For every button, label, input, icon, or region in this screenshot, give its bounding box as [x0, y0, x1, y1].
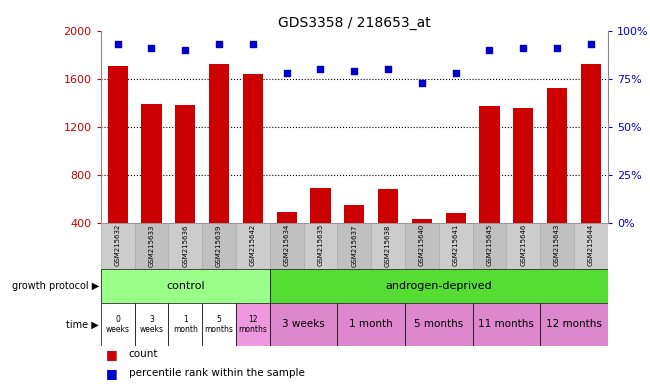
Bar — [473, 223, 506, 269]
Bar — [236, 303, 270, 346]
Text: GSM215632: GSM215632 — [114, 224, 121, 266]
Bar — [445, 213, 466, 271]
Bar — [337, 303, 405, 346]
Bar — [270, 223, 304, 269]
Text: androgen-deprived: androgen-deprived — [385, 281, 492, 291]
Bar — [479, 106, 500, 271]
Text: 12 months: 12 months — [546, 319, 602, 329]
Text: GSM215643: GSM215643 — [554, 224, 560, 266]
Point — [248, 41, 258, 47]
Bar — [270, 269, 608, 303]
Bar — [168, 303, 202, 346]
Point — [214, 41, 224, 47]
Text: GSM215636: GSM215636 — [182, 224, 188, 266]
Text: 12
months: 12 months — [239, 315, 267, 334]
Bar — [378, 189, 398, 271]
Bar — [540, 223, 574, 269]
Text: GSM215646: GSM215646 — [520, 224, 526, 266]
Text: 11 months: 11 months — [478, 319, 534, 329]
Point — [180, 47, 190, 53]
Text: percentile rank within the sample: percentile rank within the sample — [129, 368, 304, 378]
Text: GSM215644: GSM215644 — [588, 224, 594, 266]
Bar — [135, 303, 168, 346]
Point — [383, 66, 393, 72]
Bar — [101, 223, 135, 269]
Bar — [236, 223, 270, 269]
Text: 3 weeks: 3 weeks — [282, 319, 325, 329]
Point — [146, 45, 157, 51]
Bar — [141, 104, 162, 271]
Bar — [513, 108, 534, 271]
Point — [349, 68, 359, 74]
Text: 1
month: 1 month — [173, 315, 198, 334]
Bar — [473, 303, 540, 346]
Bar — [168, 223, 202, 269]
Bar — [540, 303, 608, 346]
Text: 1 month: 1 month — [349, 319, 393, 329]
Bar — [135, 223, 168, 269]
Bar — [202, 303, 236, 346]
Point — [315, 66, 326, 72]
Bar — [439, 223, 473, 269]
Text: GSM215635: GSM215635 — [317, 224, 324, 266]
Bar — [344, 205, 365, 271]
Bar — [276, 212, 297, 271]
Bar — [405, 223, 439, 269]
Bar — [101, 303, 135, 346]
Bar — [202, 223, 236, 269]
Text: GSM215637: GSM215637 — [351, 224, 358, 266]
Bar — [411, 219, 432, 271]
Text: GSM215640: GSM215640 — [419, 224, 425, 266]
Bar — [547, 88, 567, 271]
Bar — [107, 66, 128, 271]
Text: 0
weeks: 0 weeks — [106, 315, 129, 334]
Text: GSM215639: GSM215639 — [216, 224, 222, 266]
Bar — [506, 223, 540, 269]
Bar — [242, 74, 263, 271]
Point — [450, 70, 461, 76]
Text: 3
weeks: 3 weeks — [140, 315, 163, 334]
Text: ■: ■ — [106, 367, 118, 380]
Text: ■: ■ — [106, 348, 118, 361]
Point — [112, 41, 123, 47]
Bar — [371, 223, 405, 269]
Text: GSM215642: GSM215642 — [250, 224, 256, 266]
Point — [552, 45, 562, 51]
Text: control: control — [166, 281, 205, 291]
Text: 5
months: 5 months — [205, 315, 233, 334]
Point — [484, 47, 495, 53]
Text: GSM215633: GSM215633 — [148, 224, 155, 266]
Bar — [101, 269, 270, 303]
Title: GDS3358 / 218653_at: GDS3358 / 218653_at — [278, 16, 430, 30]
Bar — [304, 223, 337, 269]
Bar — [310, 188, 331, 271]
Text: GSM215645: GSM215645 — [486, 224, 493, 266]
Point — [586, 41, 596, 47]
Text: GSM215638: GSM215638 — [385, 224, 391, 266]
Bar — [574, 223, 608, 269]
Point — [518, 45, 528, 51]
Text: 5 months: 5 months — [414, 319, 463, 329]
Point — [417, 79, 427, 86]
Point — [281, 70, 292, 76]
Text: GSM215641: GSM215641 — [452, 224, 459, 266]
Text: growth protocol ▶: growth protocol ▶ — [12, 281, 99, 291]
Text: time ▶: time ▶ — [66, 319, 99, 329]
Bar — [209, 65, 229, 271]
Bar — [580, 65, 601, 271]
Text: GSM215634: GSM215634 — [283, 224, 290, 266]
Bar — [270, 303, 337, 346]
Text: count: count — [129, 349, 158, 359]
Bar — [337, 223, 371, 269]
Bar — [405, 303, 473, 346]
Bar — [175, 105, 196, 271]
